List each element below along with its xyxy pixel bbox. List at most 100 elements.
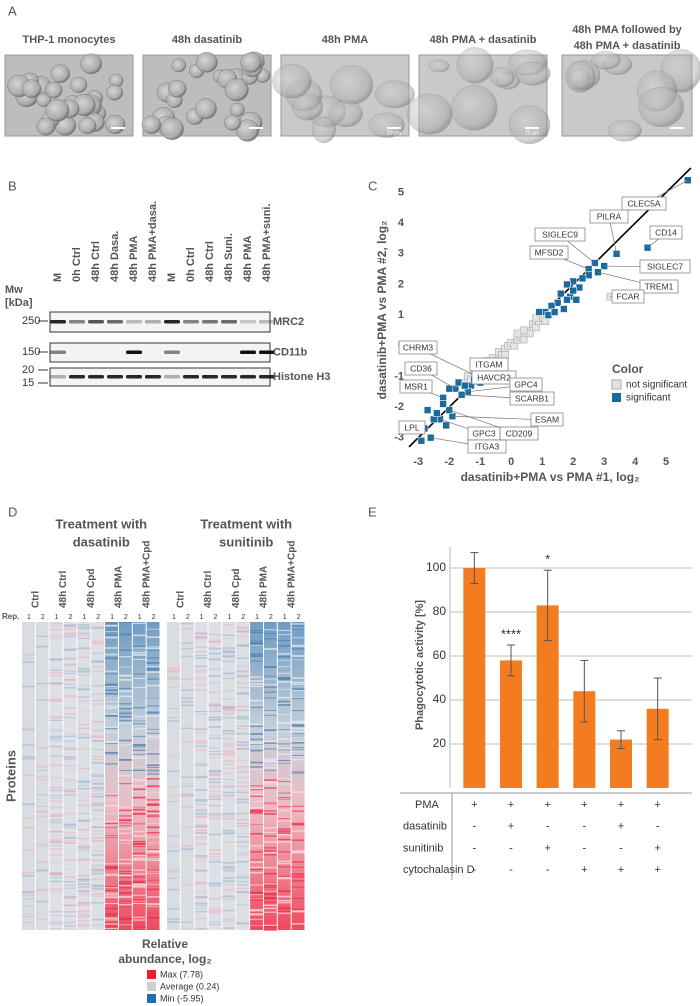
heatmap-line xyxy=(63,672,77,674)
heatmap-line xyxy=(77,688,91,691)
heatmap-line xyxy=(250,630,263,632)
heatmap-line xyxy=(291,628,305,630)
heatmap-line xyxy=(194,825,208,828)
heatmap-line xyxy=(146,842,160,844)
heatmap-line xyxy=(263,904,277,907)
annotation: CLEC5A xyxy=(627,198,660,208)
heatmap-line xyxy=(277,797,291,799)
blot-label: Histone H3 xyxy=(273,371,330,383)
heatmap-line xyxy=(91,774,105,776)
heatmap-line xyxy=(63,928,77,930)
heatmap-line xyxy=(118,884,132,886)
y-tick-label: -3 xyxy=(394,432,404,444)
heatmap-line xyxy=(291,689,305,691)
heatmap-line xyxy=(222,646,236,649)
heatmap-line xyxy=(277,817,291,819)
heatmap-line xyxy=(250,700,263,702)
heatmap-line xyxy=(194,669,208,671)
heatmap-line xyxy=(132,746,146,748)
y-tick-label: 4 xyxy=(398,217,405,229)
cell xyxy=(171,58,187,73)
y-tick-label: 5 xyxy=(398,186,404,198)
heatmap-line xyxy=(118,923,132,925)
heatmap-line xyxy=(208,639,222,641)
heatmap-line xyxy=(277,898,291,900)
heatmap-line xyxy=(194,671,208,673)
legend-swatch xyxy=(147,970,156,979)
lane-label: 48h Dasa. xyxy=(109,231,121,282)
replicate-label: 1 xyxy=(55,614,59,621)
heatmap-line xyxy=(118,703,132,705)
heatmap-line xyxy=(49,698,63,701)
heatmap-line xyxy=(132,902,146,905)
heatmap-line xyxy=(49,683,63,685)
heatmap-line xyxy=(77,916,91,918)
heatmap-line xyxy=(263,675,277,677)
marker-label: 15 xyxy=(22,377,34,389)
heatmap-line xyxy=(132,634,146,637)
heatmap-line xyxy=(146,764,160,766)
heatmap-line xyxy=(277,832,291,834)
heatmap-line xyxy=(208,750,222,752)
heatmap-line xyxy=(194,742,208,744)
annotation-box xyxy=(534,227,586,242)
heatmap-title: sunitinib xyxy=(219,534,273,549)
heatmap-line xyxy=(194,829,208,832)
heatmap-line xyxy=(194,882,208,885)
heatmap-line xyxy=(208,785,222,788)
cell xyxy=(224,78,249,102)
heatmap-line xyxy=(49,716,63,718)
heatmap-line xyxy=(49,806,63,809)
heatmap-line xyxy=(291,823,305,826)
heatmap-line xyxy=(49,920,63,922)
heatmap-line xyxy=(263,901,277,904)
heatmap-line xyxy=(49,848,63,850)
heatmap-line xyxy=(146,858,160,859)
y-tick-label: -2 xyxy=(394,401,404,413)
heatmap-line xyxy=(236,745,250,746)
heatmap-line xyxy=(63,657,77,659)
heatmap-line xyxy=(146,912,160,914)
heatmap-line xyxy=(194,651,208,653)
heatmap-line xyxy=(146,854,160,856)
heatmap-line xyxy=(77,628,91,630)
legend-title: Color xyxy=(612,362,644,376)
heatmap-line xyxy=(208,814,222,817)
heatmap-line xyxy=(291,658,305,660)
heatmap-line xyxy=(222,918,236,920)
heatmap-line xyxy=(22,894,35,897)
lane-label: M xyxy=(52,273,64,282)
cell xyxy=(451,84,498,131)
heatmap-line xyxy=(91,700,105,701)
heatmap-line xyxy=(91,793,105,795)
heatmap-line xyxy=(91,730,105,732)
heatmap-line xyxy=(291,655,305,657)
heatmap-line xyxy=(77,623,91,626)
heatmap-line xyxy=(250,898,263,900)
heatmap-line xyxy=(132,876,146,878)
heatmap-line xyxy=(250,914,263,916)
heatmap-line xyxy=(132,883,146,885)
heatmap-line xyxy=(118,822,132,824)
heatmap-line xyxy=(132,743,146,746)
heatmap-line xyxy=(118,806,132,808)
annotation: MFSD2 xyxy=(535,247,564,257)
heatmap-column xyxy=(146,622,160,930)
cell xyxy=(374,80,415,109)
heatmap-line xyxy=(49,831,63,833)
heatmap-line xyxy=(49,862,63,864)
heatmap-line xyxy=(222,763,236,765)
heatmap-line xyxy=(263,810,277,812)
heatmap-line xyxy=(118,622,132,623)
heatmap-line xyxy=(222,866,236,867)
heatmap-line xyxy=(146,799,160,801)
heatmap-line xyxy=(22,872,35,874)
heatmap-line xyxy=(194,728,208,731)
annotation-box xyxy=(649,225,683,240)
legend-title: abundance, log₂ xyxy=(118,952,211,966)
heatmap-line xyxy=(167,921,180,923)
heatmap-line xyxy=(105,627,118,629)
heatmap-line xyxy=(91,736,105,738)
heatmap-line xyxy=(277,721,291,724)
column-label: 48h Ctrl xyxy=(58,571,69,608)
